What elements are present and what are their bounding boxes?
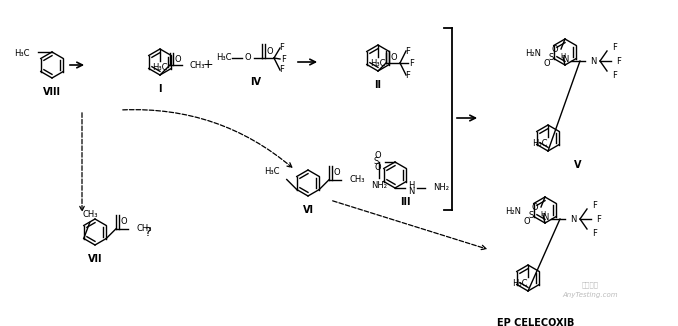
Text: H₃C: H₃C — [216, 53, 232, 63]
Text: F: F — [593, 229, 597, 238]
Text: O: O — [523, 217, 530, 227]
Text: O: O — [245, 53, 252, 63]
Text: IV: IV — [250, 77, 262, 87]
Text: H₃C: H₃C — [153, 63, 167, 71]
Text: O: O — [266, 47, 273, 55]
Text: O: O — [374, 164, 381, 172]
Text: +: + — [203, 58, 214, 71]
Text: F: F — [281, 54, 286, 64]
Text: O: O — [532, 202, 538, 212]
Text: VIII: VIII — [43, 87, 61, 97]
Text: H₂N: H₂N — [505, 206, 521, 215]
Text: N: N — [590, 56, 596, 66]
Text: CH₃: CH₃ — [349, 175, 365, 184]
Text: O: O — [552, 45, 558, 53]
Text: O: O — [374, 152, 381, 160]
Text: 壹检测网: 壹检测网 — [582, 282, 599, 288]
Text: S: S — [549, 52, 554, 62]
Text: O: O — [175, 54, 181, 64]
Text: H: H — [540, 211, 546, 217]
Text: I: I — [158, 84, 162, 94]
Text: H₃C: H₃C — [370, 58, 386, 67]
Text: N: N — [408, 187, 414, 197]
Text: VII: VII — [87, 254, 102, 264]
Text: O: O — [544, 60, 551, 68]
Text: NH₂: NH₂ — [433, 184, 449, 192]
Text: F: F — [279, 66, 285, 75]
Text: F: F — [612, 42, 618, 52]
Text: F: F — [410, 58, 414, 67]
Text: CH₃: CH₃ — [190, 61, 205, 69]
Text: NH₂: NH₂ — [371, 181, 387, 189]
Text: F: F — [593, 200, 597, 210]
Text: II: II — [374, 80, 382, 90]
Text: S: S — [528, 211, 534, 219]
Text: AnyTesting.com: AnyTesting.com — [562, 292, 618, 298]
Text: EP CELECOXIB: EP CELECOXIB — [497, 318, 575, 326]
Text: F: F — [597, 215, 601, 224]
Text: F: F — [405, 47, 410, 55]
Text: H₃C: H₃C — [532, 139, 548, 147]
Text: H: H — [407, 181, 414, 189]
Text: N: N — [570, 215, 576, 224]
Text: III: III — [400, 197, 410, 207]
Text: O: O — [334, 168, 340, 177]
Text: S: S — [374, 157, 379, 167]
Text: O: O — [121, 217, 127, 226]
Text: H₂N: H₂N — [525, 49, 541, 57]
Text: F: F — [616, 56, 622, 66]
Text: N: N — [542, 213, 549, 221]
Text: ?: ? — [144, 226, 151, 239]
Text: O: O — [391, 52, 397, 62]
Text: CH₃: CH₃ — [83, 210, 98, 219]
Text: H₃C: H₃C — [14, 49, 30, 57]
Text: H₃C: H₃C — [264, 167, 280, 176]
Text: F: F — [405, 70, 410, 80]
Text: F: F — [612, 70, 618, 80]
Text: V: V — [574, 160, 582, 170]
Text: H: H — [561, 53, 565, 59]
Text: H₃C: H₃C — [513, 278, 527, 288]
Text: CH₃: CH₃ — [136, 224, 152, 233]
Text: F: F — [279, 43, 285, 52]
Text: N: N — [562, 54, 568, 64]
Text: VI: VI — [302, 205, 313, 215]
